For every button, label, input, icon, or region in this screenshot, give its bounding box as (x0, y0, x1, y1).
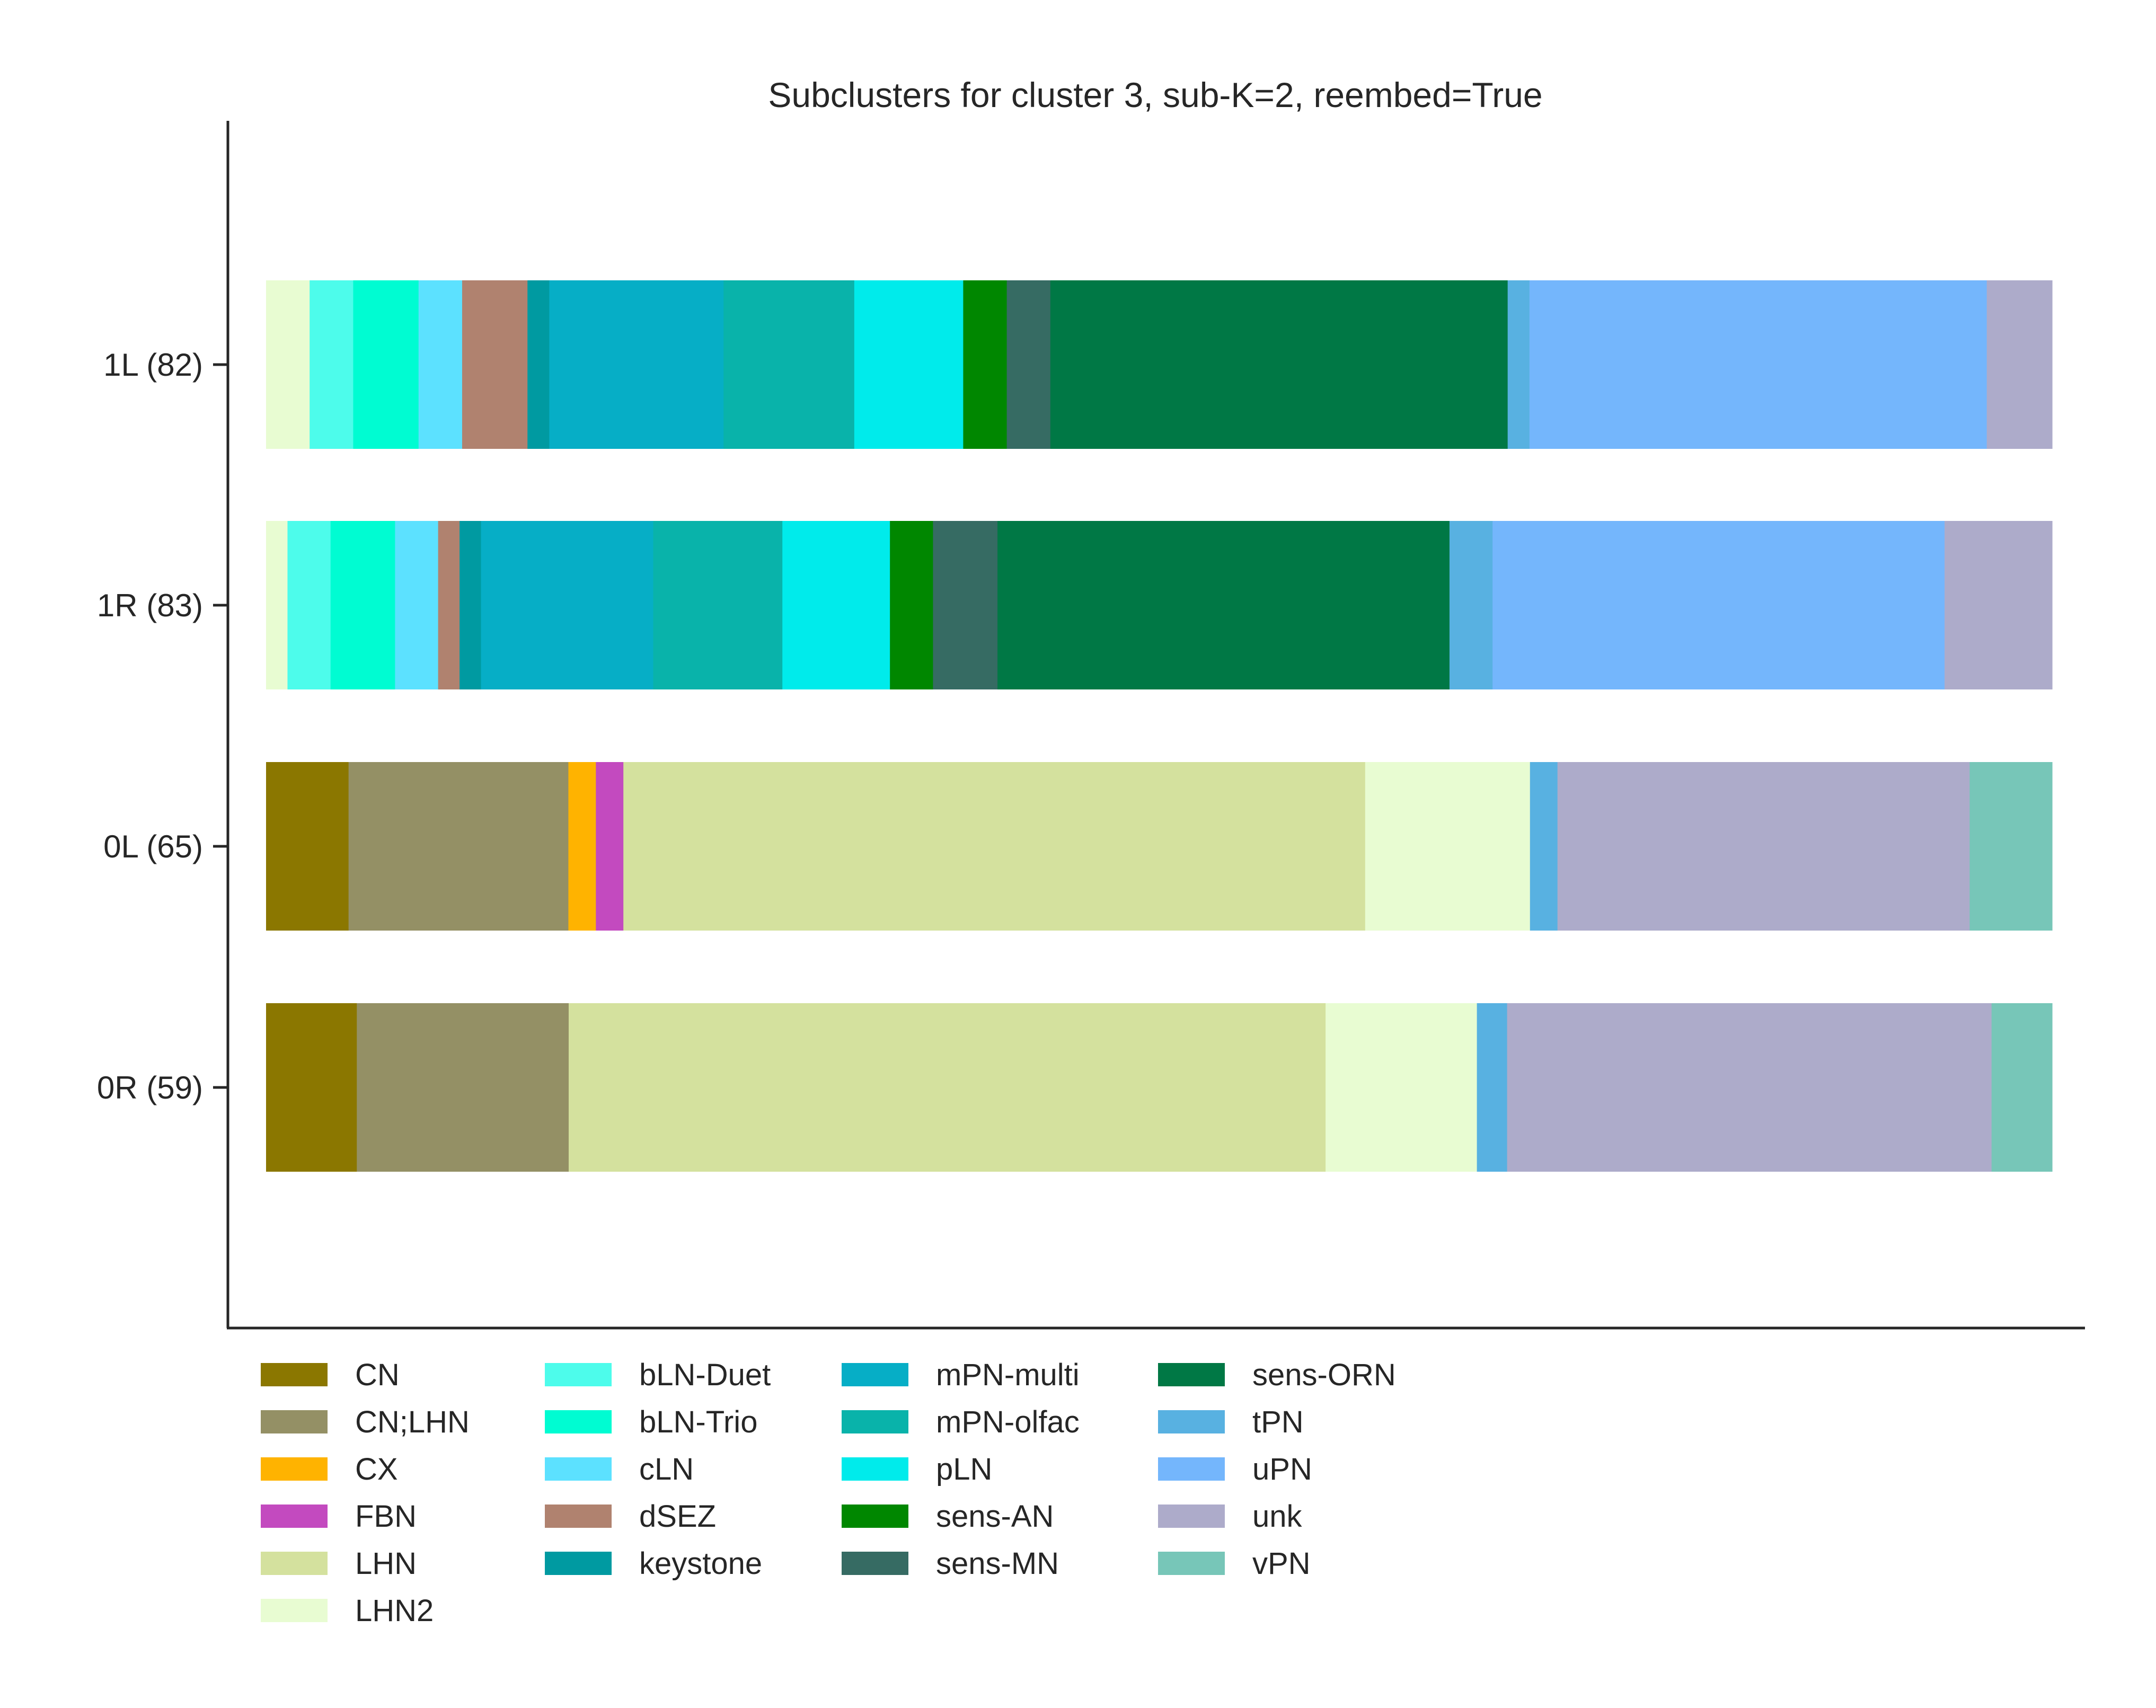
legend-label-sens-an: sens-AN (936, 1499, 1054, 1534)
bar-segment-1r-83-dsez (438, 521, 460, 689)
legend-swatch-sens-mn (842, 1552, 908, 1575)
legend-label-bln-duet: bLN-Duet (639, 1358, 771, 1392)
legend-label-cn-lhn: CN;LHN (355, 1405, 470, 1439)
legend-swatch-keystone (545, 1552, 612, 1575)
legend-label-sens-orn: sens-ORN (1252, 1358, 1396, 1392)
legend-swatch-unk (1158, 1505, 1225, 1528)
legend-swatch-cx (261, 1457, 328, 1481)
bar-segment-0r-59-lhn2 (1326, 1003, 1478, 1172)
legend-swatch-fbn (261, 1505, 328, 1528)
legend: CN CN;LHN CX FBN LHN LHN2 bLN-Duet bLN-Trio cLN d… (261, 1358, 1396, 1628)
legend-label-upn: uPN (1252, 1452, 1312, 1486)
bar-segment-1l-82-mpn-multi (549, 280, 724, 449)
bar-segment-0l-65-cx (568, 762, 596, 931)
y-tick-label: 1R (83) (97, 588, 203, 623)
bar-segment-1l-82-lhn2 (266, 280, 310, 449)
legend-swatch-vpn (1158, 1552, 1225, 1575)
bar-segment-0l-65-cn-lhn (348, 762, 569, 931)
bar-segment-1r-83-upn (1492, 521, 1945, 689)
legend-swatch-cn (261, 1363, 328, 1386)
legend-swatch-cn-lhn (261, 1410, 328, 1433)
bars-group (266, 280, 2053, 1172)
legend-label-dsez: dSEZ (639, 1499, 716, 1534)
legend-label-unk: unk (1252, 1499, 1303, 1534)
bar-segment-1r-83-mpn-multi (481, 521, 654, 689)
legend-label-mpn-olfac: mPN-olfac (936, 1405, 1080, 1439)
bar-segment-1l-82-keystone (527, 280, 550, 449)
legend-label-mpn-multi: mPN-multi (936, 1358, 1080, 1392)
bar-segment-0r-59-lhn (568, 1003, 1326, 1172)
legend-label-lhn: LHN (355, 1546, 417, 1581)
bar-segment-0r-59-unk (1507, 1003, 1992, 1172)
legend-label-lhn2: LHN2 (355, 1594, 434, 1628)
bar-segment-0r-59-cn (266, 1003, 357, 1172)
bar-segment-1l-82-bln-duet (310, 280, 354, 449)
y-tick-label: 0R (59) (97, 1070, 203, 1105)
bar-segment-1r-83-keystone (460, 521, 482, 689)
bar-segment-1r-83-cln (395, 521, 439, 689)
bar-segment-1r-83-bln-trio (330, 521, 395, 689)
legend-swatch-pln (842, 1457, 908, 1481)
legend-label-cx: CX (355, 1452, 398, 1486)
legend-swatch-tpn (1158, 1410, 1225, 1433)
bar-segment-1r-83-sens-orn (997, 521, 1450, 689)
bar-segment-0r-59-cn-lhn (357, 1003, 569, 1172)
bar-segment-1r-83-mpn-olfac (653, 521, 783, 689)
legend-label-bln-trio: bLN-Trio (639, 1405, 757, 1439)
bar-segment-1r-83-lhn2 (266, 521, 288, 689)
bar-segment-1r-83-bln-duet (287, 521, 331, 689)
legend-label-cn: CN (355, 1358, 400, 1392)
y-axis-ticks: 1L (82) 1R (83) 0L (65) 0R (59) (97, 347, 228, 1105)
bar-segment-1r-83-sens-an (890, 521, 933, 689)
y-tick-label: 1L (82) (103, 347, 203, 383)
bar-segment-1l-82-pln (854, 280, 964, 449)
chart-title: Subclusters for cluster 3, sub-K=2, reem… (768, 75, 1542, 114)
legend-swatch-upn (1158, 1457, 1225, 1481)
bar-segment-1l-82-unk (1986, 280, 2053, 449)
legend-swatch-dsez (545, 1505, 612, 1528)
bar-segment-0l-65-lhn (623, 762, 1366, 931)
legend-label-pln: pLN (936, 1452, 992, 1486)
bar-segment-1l-82-dsez (462, 280, 528, 449)
bar-segment-0l-65-cn (266, 762, 349, 931)
bar-segment-1r-83-unk (1945, 521, 2053, 689)
legend-swatch-lhn2 (261, 1599, 328, 1622)
bar-segment-0r-59-tpn (1477, 1003, 1508, 1172)
legend-label-tpn: tPN (1252, 1405, 1304, 1439)
bar-segment-0l-65-lhn2 (1365, 762, 1531, 931)
legend-swatch-bln-duet (545, 1363, 612, 1386)
bar-segment-1l-82-cln (418, 280, 463, 449)
bar-segment-1l-82-upn (1529, 280, 1987, 449)
bar-segment-0l-65-vpn (1969, 762, 2053, 931)
bar-segment-1r-83-sens-mn (933, 521, 998, 689)
bar-segment-1r-83-pln (782, 521, 890, 689)
legend-label-vpn: vPN (1252, 1546, 1311, 1581)
legend-label-sens-mn: sens-MN (936, 1546, 1059, 1581)
legend-label-fbn: FBN (355, 1499, 417, 1534)
legend-swatch-cln (545, 1457, 612, 1481)
legend-swatch-mpn-olfac (842, 1410, 908, 1433)
legend-swatch-sens-orn (1158, 1363, 1225, 1386)
bar-segment-1l-82-bln-trio (353, 280, 419, 449)
bar-segment-0r-59-vpn (1991, 1003, 2053, 1172)
bar-segment-1r-83-tpn (1449, 521, 1493, 689)
legend-swatch-sens-an (842, 1505, 908, 1528)
bar-segment-0l-65-unk (1557, 762, 1970, 931)
y-tick-label: 0L (65) (103, 829, 203, 864)
legend-swatch-bln-trio (545, 1410, 612, 1433)
bar-segment-1l-82-mpn-olfac (723, 280, 855, 449)
bar-segment-0l-65-tpn (1530, 762, 1558, 931)
bar-segment-0l-65-fbn (596, 762, 624, 931)
bar-segment-1l-82-sens-an (963, 280, 1008, 449)
legend-label-cln: cLN (639, 1452, 694, 1486)
legend-swatch-mpn-multi (842, 1363, 908, 1386)
legend-label-keystone: keystone (639, 1546, 762, 1581)
bar-segment-1l-82-sens-mn (1006, 280, 1051, 449)
legend-swatch-lhn (261, 1552, 328, 1575)
bar-segment-1l-82-sens-orn (1050, 280, 1508, 449)
bar-segment-1l-82-tpn (1507, 280, 1530, 449)
